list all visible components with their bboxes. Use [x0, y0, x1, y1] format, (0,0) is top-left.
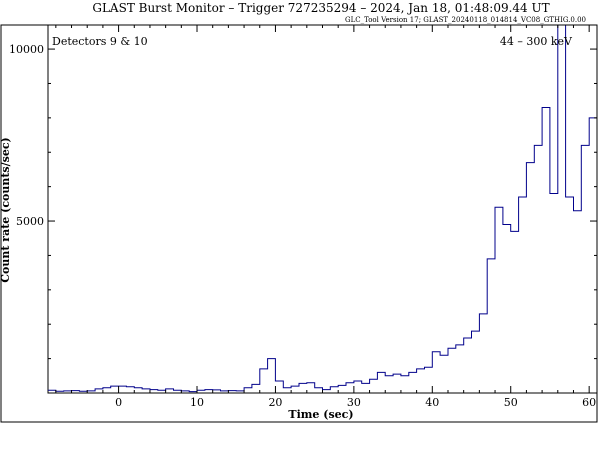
x-tick-label: 20	[268, 396, 282, 409]
plot-frame	[0, 24, 598, 423]
energy-range-annotation: 44 – 300 keV	[500, 35, 573, 48]
x-tick-label: 50	[504, 396, 518, 409]
detectors-annotation: Detectors 9 & 10	[52, 35, 148, 48]
x-axis-ticks: 0 10 20 30 40 50 60	[55, 25, 596, 409]
chart-subtitle: GLC_Tool Version 17; GLAST_20240118_0148…	[345, 16, 586, 24]
x-axis-label: Time (sec)	[288, 408, 353, 421]
chart-title: GLAST Burst Monitor – Trigger 727235294 …	[92, 1, 549, 15]
x-tick-label: 0	[115, 396, 122, 409]
x-tick-label: 30	[347, 396, 361, 409]
y-axis-label: Count rate (counts/sec)	[0, 137, 12, 282]
x-tick-label: 60	[582, 396, 596, 409]
count-rate-series-line	[48, 24, 598, 393]
x-tick-label: 10	[190, 396, 204, 409]
y-tick-label: 5000	[16, 215, 44, 228]
x-tick-label: 40	[425, 396, 439, 409]
y-axis-ticks: 5000 10000	[9, 43, 597, 360]
y-tick-label: 10000	[9, 43, 44, 56]
